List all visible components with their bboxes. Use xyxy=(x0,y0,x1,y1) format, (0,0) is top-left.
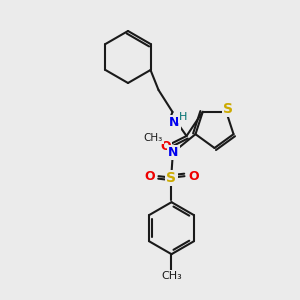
Text: H: H xyxy=(179,112,188,122)
Text: O: O xyxy=(188,170,199,183)
Text: CH₃: CH₃ xyxy=(161,271,182,281)
Text: CH₃: CH₃ xyxy=(144,133,163,143)
Text: N: N xyxy=(168,146,179,159)
Text: O: O xyxy=(144,170,155,183)
Text: O: O xyxy=(160,140,171,152)
Text: S: S xyxy=(223,102,233,116)
Text: S: S xyxy=(167,171,176,185)
Text: N: N xyxy=(169,116,180,128)
